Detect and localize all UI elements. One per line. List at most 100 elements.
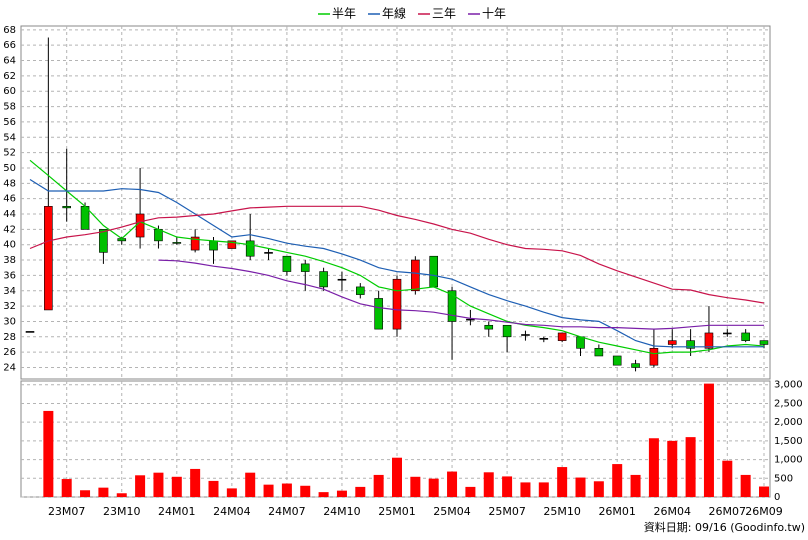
y-tick-label: 48	[3, 178, 16, 189]
volume-bar	[281, 483, 292, 497]
volume-bar	[300, 485, 311, 497]
candle-body	[319, 271, 328, 288]
y-tick-label: 44	[3, 209, 16, 220]
candle-body	[300, 263, 310, 272]
y-tick-label: 52	[3, 148, 16, 159]
volume-bar	[428, 478, 439, 497]
y-tick-label: 46	[3, 194, 16, 205]
legend: 半年 年線 三年 十年	[318, 6, 506, 21]
y-tick-label: 54	[3, 132, 16, 143]
volume-bar	[557, 467, 568, 497]
volume-bar	[355, 486, 366, 497]
x-tick-label: 24M07	[268, 505, 306, 518]
y2-tick-label: 1,000	[774, 455, 803, 466]
candle-body	[337, 278, 347, 281]
volume-bar	[43, 410, 54, 497]
candle-body	[227, 240, 237, 249]
x-tick-label: 26M04	[654, 505, 692, 518]
y-tick-label: 26	[3, 347, 16, 358]
y2-tick-label: 2,000	[774, 417, 803, 428]
x-tick-label: 26M07	[709, 505, 747, 518]
footer: 資料日期: 09/16 (Goodinfo.tw)	[644, 520, 805, 534]
y2-tick-label: 1,500	[774, 436, 803, 447]
x-tick-label: 25M07	[488, 505, 526, 518]
x-tick-label: 26M01	[598, 505, 636, 518]
volume-bar	[538, 482, 549, 497]
y-tick-label: 56	[3, 117, 16, 128]
volume-bar	[483, 472, 494, 497]
candle-body	[612, 355, 622, 366]
candle-body	[759, 340, 769, 345]
volume-bar	[575, 477, 586, 497]
volume-bar	[263, 484, 274, 497]
candle-body	[576, 336, 585, 349]
ma-line	[29, 159, 765, 355]
candle-body	[686, 340, 695, 349]
x-tick-label: 26M09	[745, 505, 783, 518]
candle-body	[44, 206, 53, 311]
candle-body	[25, 331, 35, 333]
y-tick-label: 28	[3, 332, 16, 343]
candle-body	[649, 348, 659, 366]
y2-tick-label: 2,500	[774, 398, 803, 409]
volume-bar	[520, 482, 531, 497]
volume-bar	[612, 464, 623, 497]
y-tick-label: 64	[3, 56, 16, 67]
volume-bar	[80, 490, 91, 497]
candle-body	[62, 206, 72, 209]
volume-bar	[740, 474, 751, 497]
candle-body	[429, 255, 439, 288]
x-tick-label: 23M07	[48, 505, 86, 518]
x-tick-label: 23M10	[103, 505, 141, 518]
volume-bar	[135, 475, 146, 497]
candle-body	[539, 338, 549, 340]
volume-bar	[373, 474, 384, 497]
volume-bar	[116, 493, 127, 497]
candle-body	[631, 363, 640, 368]
volume-bar	[502, 476, 513, 497]
y-tick-label: 32	[3, 301, 16, 312]
y-tick-label: 62	[3, 71, 16, 82]
candle-body	[447, 290, 457, 322]
volume-bar	[410, 476, 421, 497]
candle-body	[245, 240, 255, 257]
legend-label: 三年	[432, 7, 456, 21]
volume-bar	[336, 490, 347, 497]
volume-bar	[208, 480, 219, 497]
x-tick-label: 24M01	[158, 505, 196, 518]
volume-bar	[703, 383, 714, 497]
legend-label: 十年	[482, 7, 506, 21]
candle-body	[722, 332, 732, 335]
y-tick-label: 50	[3, 163, 16, 174]
y-tick-label: 40	[3, 240, 16, 251]
candle-body	[704, 332, 714, 349]
candle-body	[209, 240, 218, 251]
y2-tick-label: 0	[774, 492, 780, 503]
candle-body	[282, 255, 292, 272]
candle-body	[594, 348, 604, 357]
volume-bar	[447, 471, 458, 497]
candle-body	[264, 252, 273, 254]
volume-bar	[392, 457, 402, 497]
candle-body	[172, 242, 182, 244]
volume-bar	[245, 472, 256, 497]
y2-tick-label: 3,000	[774, 380, 803, 391]
volume-bar	[759, 486, 769, 497]
y-tick-label: 68	[3, 25, 16, 36]
volume-bar	[98, 487, 109, 497]
ma-line	[29, 178, 764, 348]
volume-bar	[61, 479, 72, 497]
volume-bar	[648, 438, 659, 497]
y-tick-label: 24	[3, 362, 16, 373]
ma-line	[158, 259, 764, 330]
volume-bar	[318, 492, 329, 497]
volume-bar	[190, 468, 201, 497]
x-tick-label: 24M04	[213, 505, 251, 518]
x-tick-label: 25M01	[378, 505, 416, 518]
volume-bar	[630, 474, 641, 497]
candle-body	[667, 340, 677, 345]
candle-body	[190, 236, 200, 251]
candle-body	[741, 332, 750, 341]
candle-body	[502, 324, 512, 338]
volume-bar	[722, 460, 733, 497]
